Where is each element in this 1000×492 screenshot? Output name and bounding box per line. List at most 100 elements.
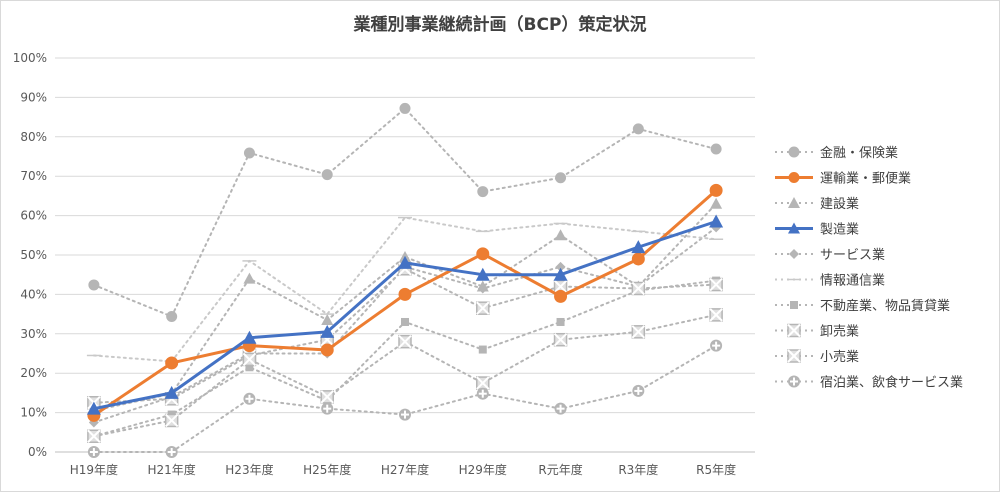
- data-point: [476, 387, 489, 400]
- legend-entry: サービス業: [775, 247, 885, 263]
- data-point: [398, 255, 412, 269]
- data-point: [320, 324, 335, 338]
- y-tick-label: 60%: [20, 209, 47, 223]
- series-line: [92, 344, 718, 453]
- legend-entry: 建設業: [775, 196, 859, 212]
- series-4: [86, 214, 724, 415]
- legend-marker: [788, 146, 800, 158]
- legend-entry: 情報通信業: [775, 273, 885, 289]
- series-line: [92, 107, 718, 318]
- data-point: [242, 352, 257, 367]
- y-tick-label: 20%: [20, 366, 47, 380]
- data-point: [321, 314, 334, 326]
- data-point: [475, 267, 490, 281]
- data-point: [553, 332, 568, 347]
- x-tick-label: H23年度: [225, 462, 273, 477]
- data-point: [476, 301, 490, 315]
- data-point: [477, 186, 489, 198]
- legend-entry: 小売業: [775, 349, 859, 365]
- legend-label: 情報通信業: [820, 273, 885, 289]
- legend-marker: [787, 349, 801, 363]
- data-point: [554, 402, 567, 415]
- data-point: [166, 310, 178, 322]
- data-point: [165, 446, 178, 458]
- series-line: [92, 202, 718, 412]
- series-line: [92, 220, 718, 411]
- series-9: [87, 308, 723, 443]
- data-point: [632, 123, 644, 135]
- y-tick-label: 100%: [13, 51, 47, 65]
- legend-marker: [788, 222, 800, 234]
- legend-entry: 不動産業、物品賃貸業: [775, 298, 950, 314]
- data-point: [555, 172, 567, 184]
- legend-entry: 宿泊業、飲食サービス業: [775, 375, 963, 391]
- x-tick-label: H29年度: [459, 462, 507, 477]
- legend-label: 不動産業、物品賃貸業: [820, 298, 950, 314]
- x-tick-label: H25年度: [303, 462, 351, 477]
- data-point: [401, 317, 409, 326]
- y-tick-label: 70%: [20, 169, 47, 183]
- chart-title: 業種別事業継続計画（BCP）策定状況: [353, 15, 647, 35]
- data-point: [631, 252, 645, 266]
- data-point: [476, 247, 490, 261]
- y-tick-label: 90%: [20, 90, 47, 104]
- data-point: [553, 267, 568, 281]
- data-point: [243, 392, 256, 405]
- data-point: [554, 289, 568, 303]
- data-point: [399, 408, 411, 421]
- series-line: [92, 267, 718, 404]
- data-point: [320, 343, 334, 357]
- data-point: [710, 339, 723, 352]
- legend-label: 卸売業: [820, 324, 859, 340]
- data-point: [320, 390, 334, 404]
- data-point: [709, 214, 724, 228]
- data-point: [321, 169, 333, 181]
- legend-label: 小売業: [820, 349, 859, 365]
- x-tick-label: H19年度: [70, 462, 118, 477]
- data-point: [710, 197, 723, 209]
- data-point: [88, 279, 100, 291]
- data-point: [87, 446, 100, 458]
- data-point: [709, 183, 723, 197]
- legend-entry: 運輸業・郵便業: [775, 171, 911, 187]
- data-point: [164, 385, 179, 399]
- data-point: [165, 356, 179, 370]
- legend-marker: [790, 301, 798, 309]
- y-tick-label: 0%: [28, 445, 47, 459]
- legend-marker: [787, 323, 801, 338]
- y-tick-label: 30%: [20, 327, 47, 341]
- y-tick-label: 80%: [20, 130, 47, 144]
- data-point: [556, 317, 565, 326]
- data-point: [87, 429, 101, 443]
- x-tick-label: R3年度: [618, 462, 658, 477]
- legend-label: サービス業: [820, 247, 885, 263]
- legend-marker: [788, 197, 800, 208]
- data-point: [321, 402, 334, 415]
- data-point: [399, 102, 411, 114]
- data-point: [709, 277, 723, 292]
- data-point: [631, 240, 646, 254]
- y-tick-label: 50%: [20, 248, 47, 262]
- legend-label: 運輸業・郵便業: [820, 171, 911, 187]
- data-point: [86, 401, 101, 415]
- y-tick-label: 10%: [20, 406, 47, 420]
- legend-label: 金融・保険業: [820, 145, 898, 161]
- data-point: [242, 330, 257, 344]
- data-point: [164, 413, 179, 428]
- x-tick-label: R5年度: [696, 462, 736, 477]
- legend-entry: 金融・保険業: [775, 145, 898, 161]
- data-point: [478, 345, 487, 354]
- data-point: [709, 308, 723, 322]
- data-point: [398, 287, 412, 301]
- legend-marker: [788, 172, 800, 183]
- data-point: [554, 229, 567, 241]
- data-point: [631, 281, 646, 296]
- legend-label: 製造業: [820, 222, 859, 238]
- data-point: [632, 384, 645, 397]
- legend-entry: 卸売業: [775, 324, 859, 340]
- x-tick-label: H27年度: [381, 462, 429, 477]
- series-line: [92, 216, 718, 363]
- x-tick-label: R元年度: [538, 462, 582, 477]
